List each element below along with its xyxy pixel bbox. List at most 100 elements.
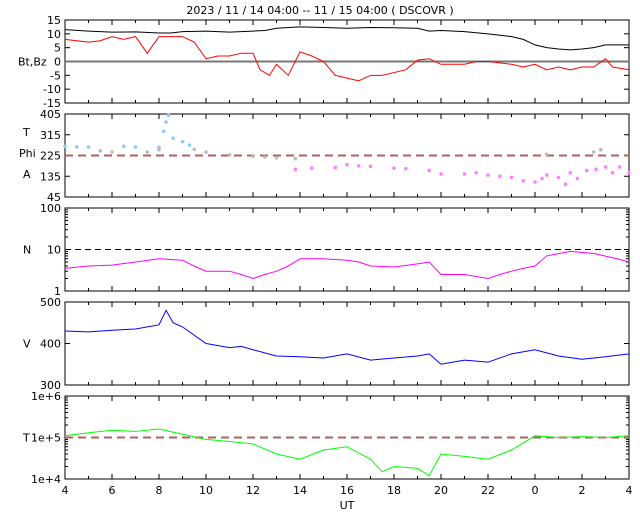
data-point-neutral — [262, 155, 267, 159]
data-point-neutral — [204, 150, 208, 154]
data-point-away — [568, 170, 573, 175]
data-point-away — [617, 165, 622, 169]
panel-temperature: 1e+6 1e+5 1e+4 T — [22, 390, 630, 486]
y-tick-label: 45 — [47, 191, 61, 204]
data-point-away — [392, 166, 396, 170]
data-point-neutral — [145, 150, 150, 154]
data-point-away — [486, 173, 490, 177]
data-point-away — [293, 167, 298, 172]
x-tick-label: 2 — [579, 484, 586, 497]
y-tick-label: 10 — [47, 244, 61, 257]
y-axis-label: T — [22, 126, 30, 139]
data-point-toward — [133, 145, 138, 149]
data-point-away — [474, 170, 479, 175]
data-point-toward — [171, 136, 175, 141]
y-tick-label: 405 — [40, 108, 61, 121]
data-point-toward — [63, 144, 67, 149]
x-tick-label: 18 — [387, 484, 401, 497]
y-tick-label: -15 — [43, 97, 61, 110]
series-T — [64, 428, 630, 477]
y-tick-label: 100 — [40, 202, 61, 215]
y-tick-label: 135 — [40, 170, 61, 183]
data-point-away — [497, 174, 502, 179]
y-axis-label: A — [23, 168, 31, 181]
y-tick-label: 400 — [40, 338, 61, 351]
data-point-away — [509, 175, 514, 180]
data-point-away — [439, 172, 443, 176]
y-axis-label: T — [22, 432, 30, 445]
data-point-toward — [166, 113, 171, 117]
x-tick-label: 4 — [626, 484, 633, 497]
data-point-away — [603, 165, 608, 169]
x-tick-label: 12 — [246, 484, 260, 497]
data-point-toward — [86, 145, 91, 149]
y-tick-label: 0 — [54, 56, 61, 69]
data-point-toward — [161, 129, 166, 134]
y-tick-label: 315 — [40, 129, 61, 142]
y-tick-label: -5 — [50, 69, 61, 82]
data-point-away — [427, 168, 432, 173]
y-axis-label: V — [23, 338, 31, 351]
panel-density: 100 10 1 N — [23, 202, 630, 298]
data-point-neutral — [544, 152, 549, 157]
y-tick-label: 1e+6 — [31, 390, 61, 403]
y-tick-label: 1e+4 — [31, 473, 61, 486]
data-point-away — [594, 167, 598, 172]
data-point-neutral — [599, 147, 603, 152]
x-tick-label: 10 — [199, 484, 213, 497]
y-tick-label: 300 — [40, 379, 61, 392]
data-point-away — [356, 164, 361, 168]
y-axis-label: Phi — [19, 147, 36, 160]
data-point-away — [627, 170, 631, 175]
data-point-away — [533, 180, 537, 184]
data-point-away — [575, 176, 580, 181]
data-point-neutral — [227, 153, 232, 157]
data-point-neutral — [293, 156, 298, 161]
data-point-away — [368, 164, 373, 169]
data-point-toward — [180, 139, 185, 144]
series-Bt — [64, 26, 629, 51]
x-tick-label: 6 — [109, 484, 116, 497]
y-tick-label: 1 — [54, 285, 61, 298]
chart-title: 2023 / 11 / 14 04:00 -- 11 / 15 04:00 ( … — [186, 4, 454, 17]
data-point-away — [544, 173, 549, 177]
data-point-away — [610, 170, 615, 175]
data-point-away — [403, 166, 408, 171]
y-tick-label: 1e+5 — [31, 432, 61, 445]
x-tick-label: 4 — [62, 484, 69, 497]
data-point-away — [309, 166, 314, 170]
data-point-neutral — [591, 150, 596, 154]
y-tick-label: -10 — [43, 83, 61, 96]
data-point-neutral — [192, 147, 197, 152]
data-point-neutral — [251, 154, 255, 158]
data-point-away — [563, 182, 568, 187]
data-point-neutral — [98, 149, 103, 153]
y-axis-label: N — [23, 244, 31, 257]
x-tick-label: 0 — [532, 484, 539, 497]
y-tick-label: 225 — [40, 150, 61, 163]
y-tick-label: 15 — [47, 14, 61, 27]
data-point-toward — [164, 120, 168, 124]
x-tick-label: 8 — [156, 484, 163, 497]
data-point-away — [584, 168, 589, 173]
y-axis-label: Bt,Bz — [18, 56, 47, 69]
data-point-neutral — [274, 156, 279, 160]
data-point-away — [521, 179, 526, 183]
data-point-away — [345, 162, 349, 167]
x-tick-label: 16 — [340, 484, 354, 497]
data-point-toward — [121, 144, 126, 149]
y-tick-label: 500 — [40, 296, 61, 309]
x-tick-label: 14 — [293, 484, 307, 497]
x-axis-label: UT — [340, 499, 355, 512]
series-V — [64, 309, 630, 365]
data-point-toward — [74, 145, 79, 149]
data-point-toward — [187, 143, 192, 147]
y-tick-label: 10 — [47, 28, 61, 41]
data-point-away — [333, 165, 338, 170]
data-point-away — [540, 176, 544, 181]
x-tick-label: 20 — [434, 484, 448, 497]
panel-speed: 500 400 300 V — [23, 296, 630, 392]
data-point-neutral — [157, 147, 161, 152]
